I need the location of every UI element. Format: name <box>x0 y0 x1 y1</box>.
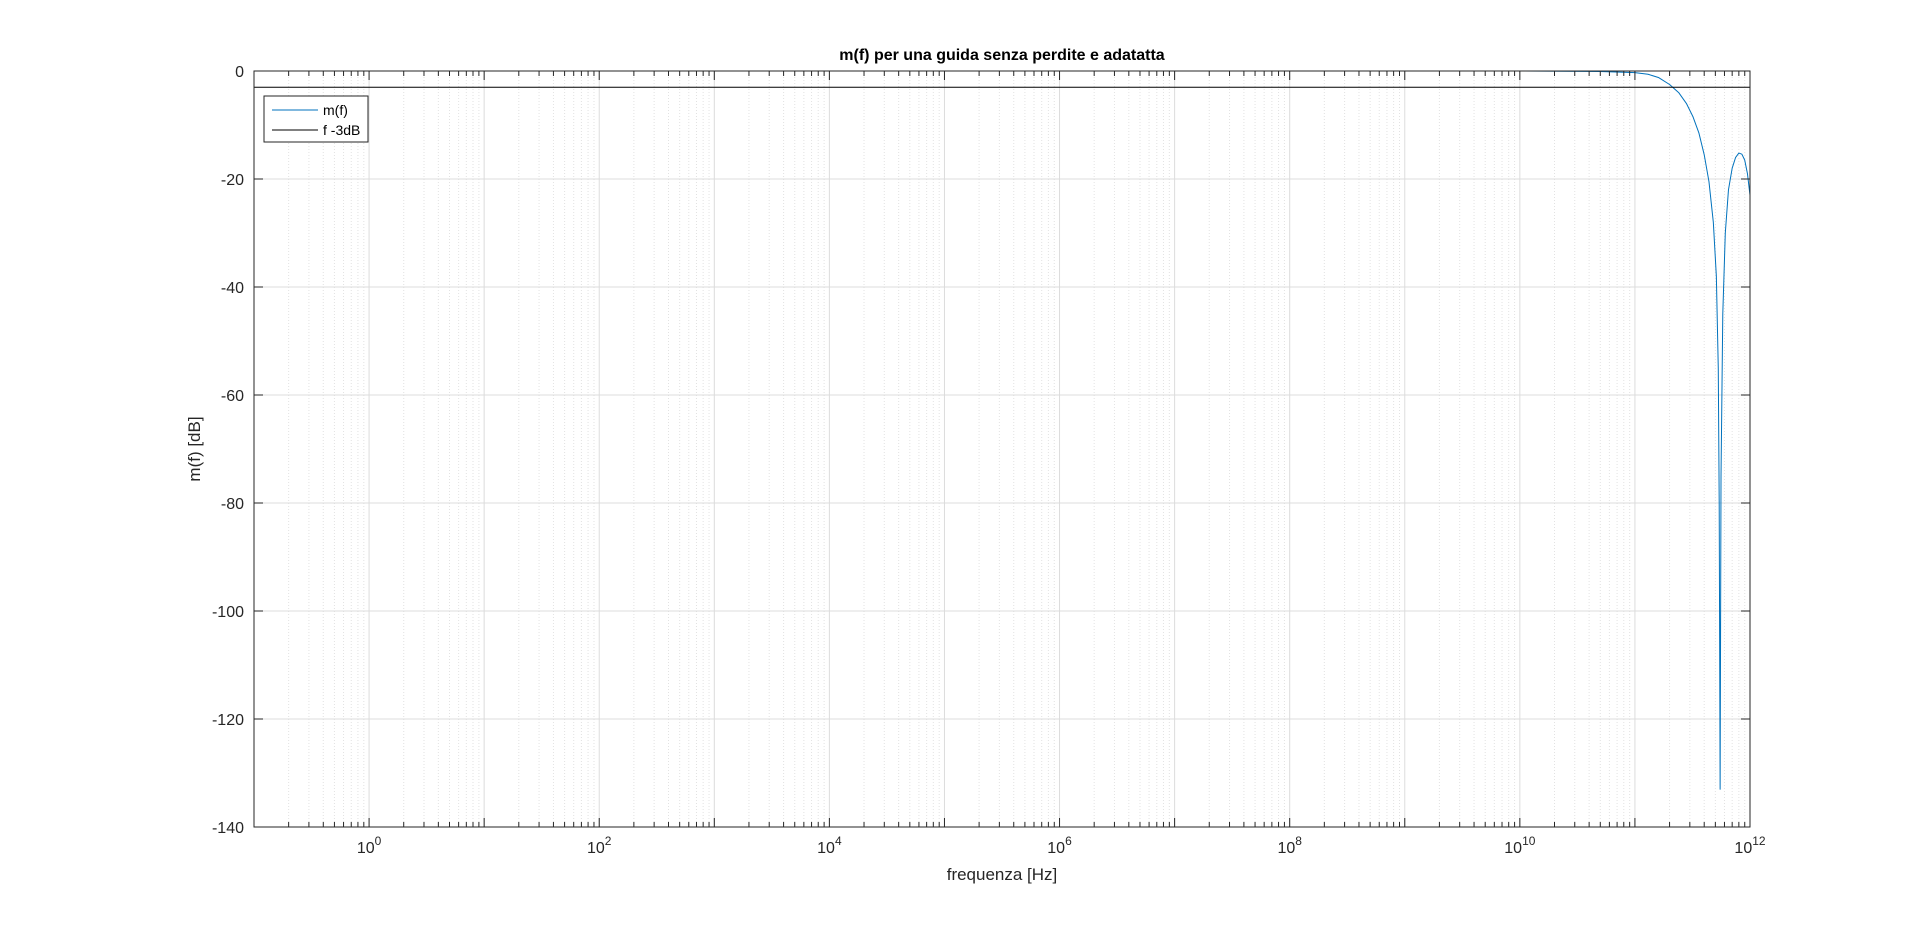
tick-labels: 100 102 104 106 108 1010 1012 0 -20 -40 -60 -80 -100… <box>212 64 1766 857</box>
x-tick-label: 1012 <box>1734 834 1765 857</box>
y-axis-label: m(f) [dB] <box>185 416 204 481</box>
axes-box <box>253 70 1751 828</box>
y-tick-label: 0 <box>235 64 244 81</box>
legend-box <box>263 95 369 143</box>
y-tick-label: -120 <box>212 712 244 729</box>
x-tick-label: 104 <box>817 834 842 857</box>
y-tick-label: -20 <box>221 172 244 189</box>
x-tick-label: 100 <box>357 834 382 857</box>
ticks <box>253 70 1751 828</box>
y-tick-label: -140 <box>212 820 244 837</box>
x-tick-label: 1010 <box>1504 834 1535 857</box>
y-tick-label: -40 <box>221 280 244 297</box>
x-tick-label: 108 <box>1277 834 1302 857</box>
legend: m(f) f -3dB <box>263 95 369 143</box>
x-tick-label: 102 <box>587 834 612 857</box>
y-tick-label: -80 <box>221 496 244 513</box>
x-axis-label: frequenza [Hz] <box>947 865 1058 884</box>
legend-label-f3db: f -3dB <box>323 122 360 138</box>
y-tick-label: -100 <box>212 604 244 621</box>
legend-label-mf: m(f) <box>323 102 348 118</box>
chart-title: m(f) per una guida senza perdite e adata… <box>839 47 1165 64</box>
minor-grid <box>288 71 1746 827</box>
y-tick-label: -60 <box>221 388 244 405</box>
x-tick-label: 106 <box>1047 834 1072 857</box>
